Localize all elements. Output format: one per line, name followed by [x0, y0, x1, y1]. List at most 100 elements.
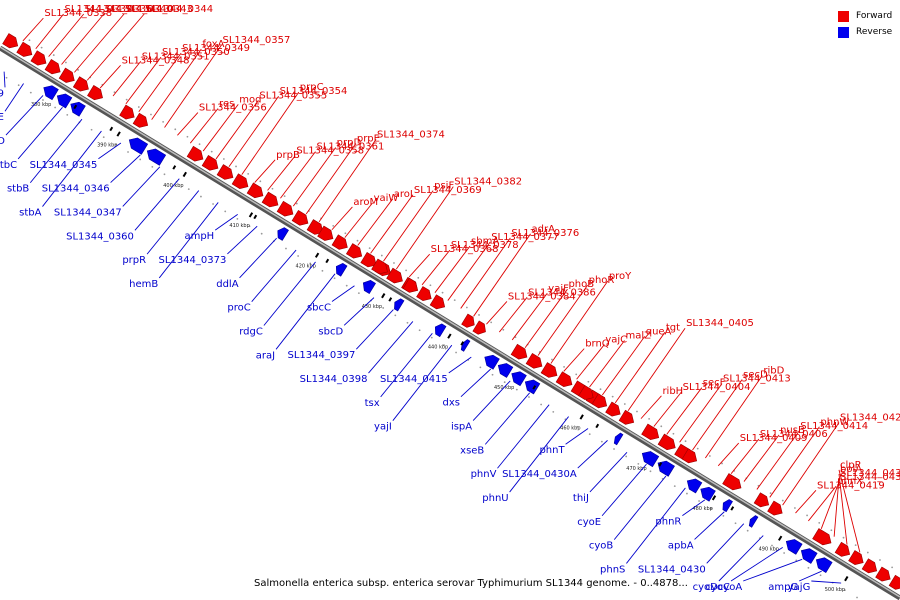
tick-label: 480 kbp [692, 506, 712, 512]
leader-line [498, 297, 528, 333]
guide-dot [830, 529, 833, 532]
reverse-gene [748, 515, 759, 528]
guide-dot [455, 351, 457, 354]
leader-line [3, 71, 6, 88]
leader-line [524, 288, 568, 349]
tick-label: 390 kbp [97, 142, 117, 148]
forward-gene-track [2, 33, 900, 590]
reverse-gene-label: yajG [788, 582, 811, 593]
forward-gene-label: secF [703, 378, 726, 389]
forward-gene [888, 574, 900, 590]
guide-dot [623, 403, 626, 405]
tick-label: 470 kbp [626, 466, 646, 472]
guide-dot [332, 224, 335, 227]
forward-gene-label: psiF [434, 181, 454, 192]
reverse-gene [128, 137, 149, 155]
guide-dot [259, 180, 262, 183]
leader-line [679, 383, 723, 443]
reverse-gene [497, 363, 514, 378]
leader-line [22, 17, 44, 42]
leader-line [472, 380, 511, 421]
guide-dot [235, 165, 237, 168]
tick-mark [711, 495, 717, 501]
reverse-gene [657, 460, 675, 477]
guide-dot [479, 366, 482, 369]
forward-gene [657, 433, 676, 451]
guide-dot [222, 158, 225, 160]
forward-gene-label: mod [239, 94, 261, 105]
reverse-gene-label: SL1344_0430A [502, 469, 577, 480]
guide-dot [721, 462, 723, 465]
guide-dot [722, 514, 725, 517]
leader-line [509, 416, 569, 493]
forward-gene-label: yajF [548, 283, 569, 294]
guide-dot [686, 492, 688, 495]
reverse-gene-label: phnS [600, 564, 625, 575]
reverse-gene [686, 478, 703, 494]
leader-line [718, 535, 764, 582]
guide-dot [478, 314, 480, 316]
legend-label-reverse: Reverse [856, 27, 893, 37]
forward-gene [416, 286, 432, 301]
guide-dot [575, 373, 578, 376]
reverse-gene-label: phnV [471, 469, 497, 480]
guide-dot [393, 262, 395, 264]
guide-dot [357, 292, 360, 294]
guide-dot [576, 425, 579, 428]
forward-gene [16, 41, 33, 57]
guide-dot [28, 39, 31, 42]
reverse-gene-label: araJ [256, 350, 275, 361]
forward-gene-label: res [219, 98, 234, 109]
forward-gene [753, 492, 770, 508]
leader-line [42, 130, 102, 207]
forward-gene-label: aroM [353, 197, 378, 208]
leader-line [692, 379, 743, 451]
guide-dot [502, 328, 505, 331]
forward-gene [132, 112, 149, 128]
guide-dot [856, 596, 858, 599]
tick-label: 500 kbp [825, 587, 845, 593]
reverse-gene-label: stbA [19, 208, 41, 219]
forward-gene [2, 33, 19, 49]
reverse-gene-label: rdgC [239, 326, 263, 337]
leader-line [798, 570, 822, 582]
forward-gene-label: SL1344_0386 [528, 287, 596, 298]
leader-line [563, 348, 585, 372]
forward-gene [119, 104, 135, 120]
tick-label: 380 kbp [31, 102, 51, 108]
guide-dot [588, 433, 591, 436]
guide-dot [648, 418, 651, 420]
guide-dot [42, 99, 44, 101]
tick-label: 430 kbp [362, 304, 382, 310]
leader-line [601, 336, 646, 396]
leader-line [627, 327, 686, 412]
guide-dot [708, 455, 711, 457]
reverse-gene [277, 227, 289, 241]
forward-gene-label: malZ [626, 330, 652, 341]
tick-mark [447, 333, 452, 339]
tick-mark [579, 414, 584, 420]
leader-line [434, 245, 471, 293]
forward-gene [540, 362, 558, 378]
forward-gene-label: phoB [568, 279, 594, 290]
forward-gene-label: SL1344_0378 [451, 240, 519, 251]
reverse-gene-label: phnR [655, 517, 681, 528]
reverse-gene-label: thiJ [573, 493, 589, 504]
leader-line [838, 469, 861, 553]
reverse-gene [394, 298, 405, 312]
leader-line [392, 344, 453, 421]
forward-gene [875, 566, 891, 582]
forward-gene-label: adrA [532, 224, 556, 235]
strand-legend: Forward Reverse [838, 8, 892, 40]
leader-line [4, 83, 24, 112]
forward-gene-label: SL1344_0340 [105, 4, 173, 15]
forward-gene-label: SL1344_0374 [377, 129, 445, 140]
forward-gene [591, 393, 608, 409]
forward-gene-label: SL1344_0405 [686, 318, 754, 329]
guide-dot [453, 299, 456, 302]
leader-line [318, 139, 377, 223]
reverse-gene-label: sbcD [318, 326, 343, 337]
